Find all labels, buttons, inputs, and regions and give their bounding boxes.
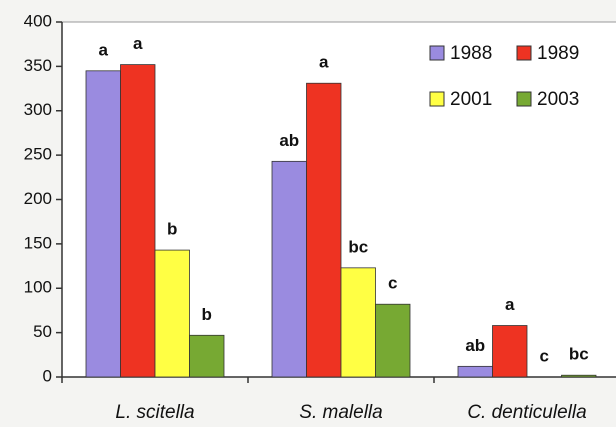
bar	[120, 64, 156, 378]
bar-annotation: ab	[279, 131, 299, 150]
bar	[561, 374, 597, 378]
bar	[271, 160, 307, 378]
y-tick-label: 250	[24, 145, 52, 164]
y-tick-label: 0	[43, 366, 52, 385]
y-tick-label: 300	[24, 100, 52, 119]
bar	[375, 303, 411, 378]
bar-annotation: ab	[465, 336, 485, 355]
bar	[85, 70, 121, 378]
y-tick-label: 100	[24, 278, 52, 297]
legend-swatch	[429, 91, 445, 107]
y-tick-label: 200	[24, 189, 52, 208]
bar-annotation: a	[505, 295, 515, 314]
bar-annotation: c	[540, 346, 549, 365]
y-tick-label: 350	[24, 56, 52, 75]
bar	[189, 334, 225, 378]
bar	[154, 249, 190, 378]
y-tick-label: 50	[33, 322, 52, 341]
x-tick-label: L. scitella	[115, 402, 194, 423]
x-tick-label: C. denticulella	[467, 402, 586, 423]
y-tick-label: 400	[24, 11, 52, 30]
bar-annotation: b	[167, 220, 177, 239]
bar-annotation: c	[388, 274, 397, 293]
legend-swatch	[516, 45, 532, 61]
bar-annotation: bc	[569, 345, 589, 364]
bar-annotation: b	[202, 305, 212, 324]
bar	[306, 82, 342, 378]
legend-label: 2003	[537, 89, 579, 110]
bar-annotation: bc	[348, 237, 368, 256]
bar	[340, 267, 376, 378]
bar	[457, 365, 493, 378]
bar-annotation: a	[99, 40, 109, 59]
bar-annotation: a	[133, 34, 143, 53]
legend-label: 1989	[537, 43, 579, 64]
y-tick-label: 150	[24, 233, 52, 252]
legend-swatch	[429, 45, 445, 61]
x-tick-label: S. malella	[299, 402, 382, 423]
legend-swatch	[516, 91, 532, 107]
legend-label: 1988	[450, 43, 492, 64]
legend-label: 2001	[450, 89, 492, 110]
bar-annotation: a	[319, 53, 329, 72]
bar	[492, 325, 528, 378]
